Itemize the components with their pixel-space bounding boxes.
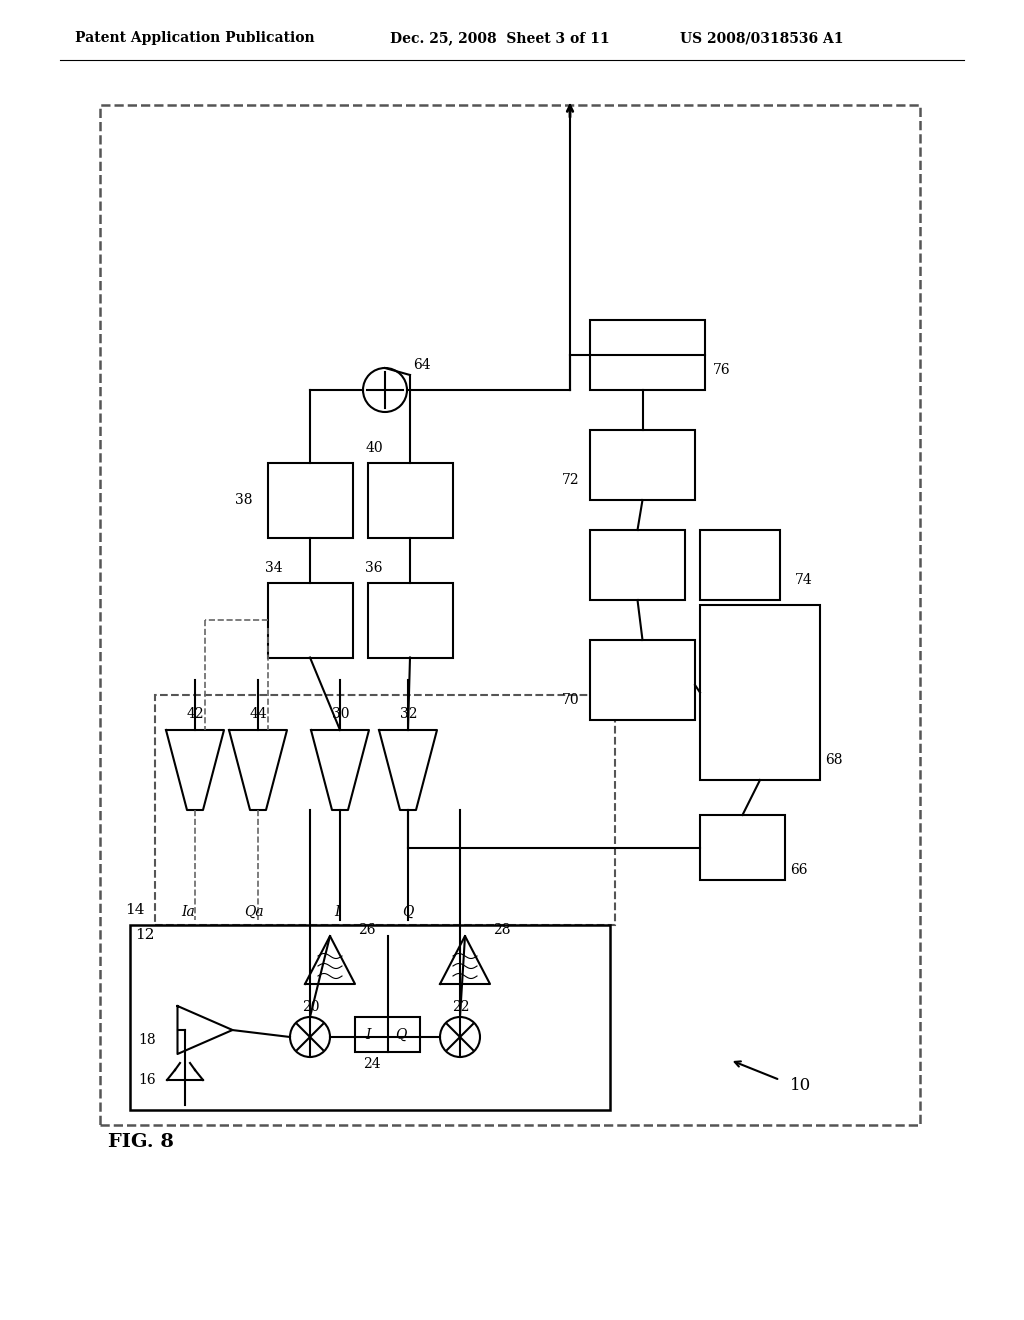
Text: Ia: Ia xyxy=(181,906,195,919)
Text: 68: 68 xyxy=(825,752,843,767)
Text: 30: 30 xyxy=(332,708,349,721)
Text: 12: 12 xyxy=(135,928,155,942)
Text: 24: 24 xyxy=(362,1057,381,1071)
Text: 10: 10 xyxy=(790,1077,811,1093)
Bar xyxy=(267,462,352,537)
Bar xyxy=(368,582,453,657)
Text: 26: 26 xyxy=(358,923,376,937)
Text: 42: 42 xyxy=(187,708,205,721)
Text: 20: 20 xyxy=(302,1001,319,1014)
Text: 44: 44 xyxy=(250,708,267,721)
Text: 34: 34 xyxy=(265,561,283,576)
Text: 14: 14 xyxy=(125,903,144,917)
Bar xyxy=(700,531,780,601)
Text: 76: 76 xyxy=(713,363,731,378)
Bar xyxy=(590,430,695,500)
Text: 36: 36 xyxy=(366,561,383,576)
Text: 74: 74 xyxy=(795,573,813,587)
Text: 28: 28 xyxy=(493,923,511,937)
Bar xyxy=(590,531,685,601)
Text: 32: 32 xyxy=(400,708,418,721)
Text: Q: Q xyxy=(402,906,414,919)
Bar xyxy=(590,640,695,719)
Text: Patent Application Publication: Patent Application Publication xyxy=(75,30,314,45)
Text: Dec. 25, 2008  Sheet 3 of 11: Dec. 25, 2008 Sheet 3 of 11 xyxy=(390,30,609,45)
Text: 40: 40 xyxy=(366,441,383,455)
Text: I: I xyxy=(365,1028,371,1041)
Bar xyxy=(368,462,453,537)
Text: 70: 70 xyxy=(562,693,580,708)
Text: Qa: Qa xyxy=(244,906,263,919)
Text: I: I xyxy=(334,906,340,919)
Text: Q: Q xyxy=(395,1028,407,1041)
Text: 22: 22 xyxy=(452,1001,469,1014)
Text: 18: 18 xyxy=(138,1034,156,1047)
Bar xyxy=(155,696,615,925)
Text: 66: 66 xyxy=(790,863,808,876)
Bar xyxy=(700,605,820,780)
Bar xyxy=(355,1016,420,1052)
Text: 72: 72 xyxy=(562,473,580,487)
Text: 16: 16 xyxy=(138,1073,156,1086)
Bar xyxy=(590,319,705,389)
Text: US 2008/0318536 A1: US 2008/0318536 A1 xyxy=(680,30,844,45)
Bar xyxy=(130,925,610,1110)
Text: FIG. 8: FIG. 8 xyxy=(108,1133,174,1151)
Text: 64: 64 xyxy=(413,358,431,372)
Text: 38: 38 xyxy=(236,492,253,507)
Bar xyxy=(267,582,352,657)
Bar xyxy=(100,106,920,1125)
Bar xyxy=(700,814,785,880)
